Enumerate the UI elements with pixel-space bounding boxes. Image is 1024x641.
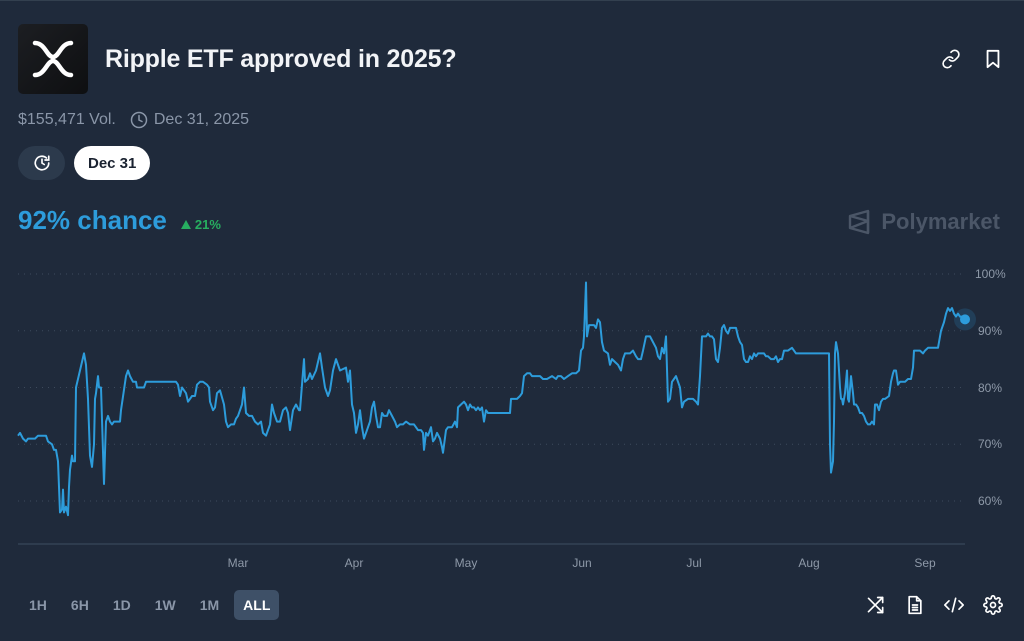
shuffle-button[interactable] xyxy=(865,594,887,616)
xrp-x-icon xyxy=(32,40,74,78)
x-tick-label: Jun xyxy=(572,556,592,570)
volume-text: $155,471 Vol. xyxy=(18,111,116,128)
document-button[interactable] xyxy=(904,594,926,616)
brand-name: Polymarket xyxy=(881,209,1000,234)
x-tick-label: Sep xyxy=(914,556,936,570)
chart-gridlines xyxy=(18,273,965,502)
y-tick-label: 100% xyxy=(975,267,1006,281)
triangle-up-icon xyxy=(180,220,191,229)
bookmark-button[interactable] xyxy=(982,48,1004,70)
document-icon xyxy=(908,595,922,615)
probability-summary: 92% chance 21% xyxy=(18,205,221,236)
market-meta: $155,471 Vol. Dec 31, 2025 xyxy=(18,111,249,129)
range-1d[interactable]: 1D xyxy=(112,597,131,613)
shuffle-icon xyxy=(867,596,884,614)
chart-canvas[interactable] xyxy=(0,256,1024,576)
code-icon xyxy=(943,597,964,613)
x-tick-label: Mar xyxy=(227,556,249,570)
header-actions xyxy=(940,48,1004,70)
range-1w[interactable]: 1W xyxy=(154,597,176,613)
copy-link-button[interactable] xyxy=(940,48,962,70)
change-badge: 21% xyxy=(180,217,221,232)
current-point-marker xyxy=(960,314,970,325)
chart-tools xyxy=(865,594,1004,616)
gear-icon xyxy=(983,595,1003,615)
market-header: Ripple ETF approved in 2025? xyxy=(18,24,457,94)
probability-line xyxy=(17,281,966,517)
y-tick-label: 90% xyxy=(978,323,1003,338)
change-value: 21% xyxy=(194,217,221,232)
range-1h[interactable]: 1H xyxy=(29,597,47,613)
y-tick-label: 70% xyxy=(978,437,1003,452)
market-logo xyxy=(18,24,88,94)
x-tick-label: Apr xyxy=(344,556,364,570)
history-clock-icon xyxy=(33,155,50,171)
range-all[interactable]: ALL xyxy=(234,590,280,620)
date-selector: Dec 31 xyxy=(18,146,151,180)
polymarket-logo-icon xyxy=(849,209,870,235)
range-6h[interactable]: 6H xyxy=(70,597,89,613)
x-tick-label: May xyxy=(454,556,478,570)
clock-icon xyxy=(130,111,148,129)
y-tick-label: 60% xyxy=(978,494,1003,508)
date-pill-dec-31[interactable]: Dec 31 xyxy=(74,146,151,180)
embed-button[interactable] xyxy=(943,594,965,616)
link-icon xyxy=(942,49,960,69)
range-1m[interactable]: 1M xyxy=(199,597,220,613)
end-date-text: Dec 31, 2025 xyxy=(153,111,250,128)
history-button[interactable] xyxy=(18,146,65,180)
y-tick-label: 80% xyxy=(978,380,1003,395)
x-tick-label: Aug xyxy=(798,556,820,570)
polymarket-watermark: Polymarket xyxy=(847,209,1000,235)
x-tick-label: Jul xyxy=(686,556,702,570)
price-chart[interactable]: 100% 90% 80% 70% 60% Mar Apr May Jun Jul Aug Sep xyxy=(0,256,1024,576)
page-title: Ripple ETF approved in 2025? xyxy=(105,44,457,73)
bookmark-icon xyxy=(986,49,1000,69)
time-range-selector: 1H 6H 1D 1W 1M ALL xyxy=(20,590,280,620)
end-date: Dec 31, 2025 xyxy=(130,111,249,129)
chance-value: 92% chance xyxy=(18,205,167,235)
settings-button[interactable] xyxy=(982,594,1004,616)
